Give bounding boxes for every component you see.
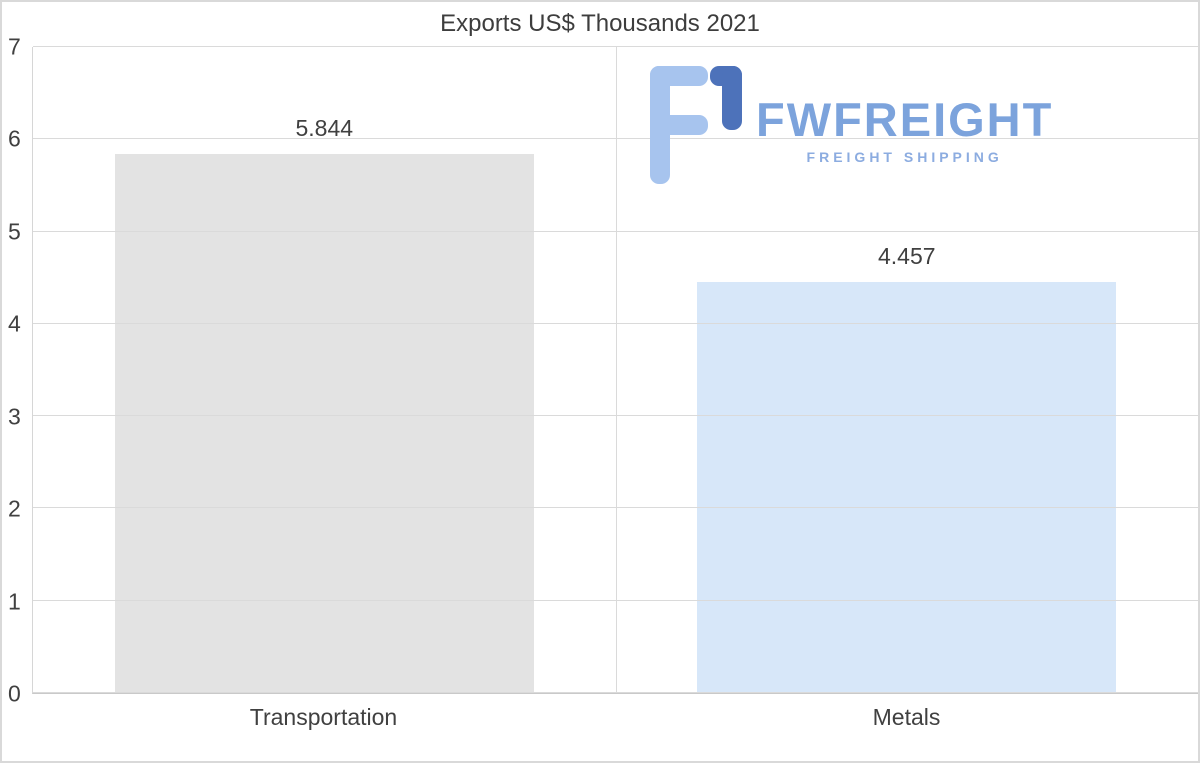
y-axis-tick-label: 2 — [8, 495, 21, 522]
y-axis-tick-label: 4 — [8, 310, 21, 337]
fwfreight-logo: FWFREIGHT FREIGHT SHIPPING — [650, 66, 1053, 184]
gridline — [33, 692, 1198, 693]
y-axis-tick-label: 6 — [8, 125, 21, 152]
gridline — [33, 46, 1198, 47]
y-axis-tick-label: 0 — [8, 680, 21, 707]
bar-group-metals: 4.457 — [616, 47, 1199, 693]
vertical-gridline — [615, 47, 617, 693]
bar-value-label: 4.457 — [877, 243, 936, 270]
y-axis-tick-label: 1 — [8, 588, 21, 615]
y-axis: 0 1 2 3 4 5 6 7 — [2, 35, 30, 705]
x-axis-labels: Transportation Metals — [32, 704, 1198, 738]
gridline — [33, 507, 1198, 509]
logo-tagline-text: FREIGHT SHIPPING — [806, 149, 1003, 165]
logo-brand-text: FWFREIGHT — [756, 93, 1054, 146]
gridline — [33, 138, 1198, 140]
fwfreight-logo-icon — [650, 66, 742, 184]
logo-text-block: FWFREIGHT FREIGHT SHIPPING — [756, 66, 1053, 165]
bar-metals — [697, 281, 1117, 693]
gridline — [33, 230, 1198, 232]
y-axis-tick-label: 3 — [8, 403, 21, 430]
gridline — [33, 415, 1198, 417]
y-axis-tick-label: 7 — [8, 33, 21, 60]
bar-group-transportation: 5.844 — [33, 47, 616, 693]
bar-value-label: 5.844 — [295, 115, 354, 142]
gridline — [33, 322, 1198, 324]
x-axis-label-transportation: Transportation — [249, 704, 398, 730]
bar-transportation — [114, 153, 534, 693]
gridline — [33, 599, 1198, 601]
plot-area: 5.844 4.457 — [32, 46, 1199, 694]
chart-title: Exports US$ Thousands 2021 — [440, 10, 760, 37]
y-axis-tick-label: 5 — [8, 218, 21, 245]
x-axis-label-metals: Metals — [872, 704, 941, 730]
